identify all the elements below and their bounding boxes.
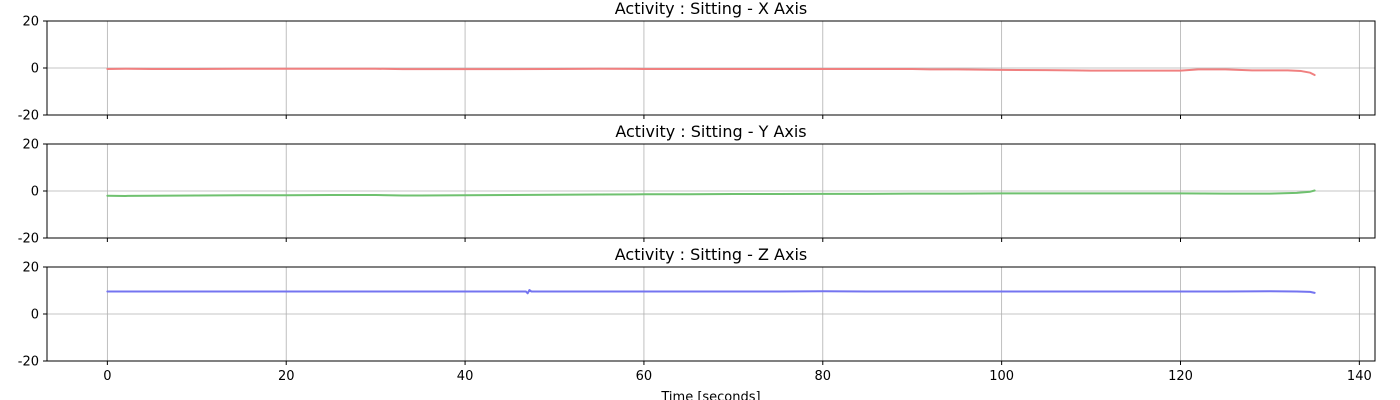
x-tick-label-2: 40 bbox=[457, 369, 474, 384]
y-tick-label-0-2: 20 bbox=[22, 15, 39, 30]
x-tick-label-5: 100 bbox=[989, 369, 1014, 384]
series-line-panel-0-0 bbox=[106, 67, 1316, 77]
y-tick-label-0-0: -20 bbox=[18, 109, 39, 124]
y-tick-label-2-1: 0 bbox=[31, 308, 39, 323]
y-tick-label-1-1: 0 bbox=[31, 185, 39, 200]
x-tick-label-0: 0 bbox=[103, 369, 111, 384]
panel-title-1: Activity : Sitting - Y Axis bbox=[615, 122, 806, 141]
y-tick-label-2-0: -20 bbox=[18, 355, 39, 370]
y-tick-label-0-1: 0 bbox=[31, 62, 39, 77]
x-tick-label-3: 60 bbox=[636, 369, 653, 384]
x-tick-label-6: 120 bbox=[1168, 369, 1193, 384]
y-tick-label-1-2: 20 bbox=[22, 138, 39, 153]
x-tick-label-1: 20 bbox=[278, 369, 295, 384]
x-axis-label: Time [seconds] bbox=[660, 390, 760, 400]
series-line-panel-2-0 bbox=[106, 289, 1316, 295]
y-tick-label-1-0: -20 bbox=[18, 232, 39, 247]
panel-title-0: Activity : Sitting - X Axis bbox=[615, 0, 807, 18]
series-line-panel-1-0 bbox=[106, 189, 1316, 197]
panel-title-2: Activity : Sitting - Z Axis bbox=[615, 245, 807, 264]
x-tick-label-4: 80 bbox=[815, 369, 832, 384]
y-tick-label-2-2: 20 bbox=[22, 261, 39, 276]
x-tick-label-7: 140 bbox=[1347, 369, 1372, 384]
